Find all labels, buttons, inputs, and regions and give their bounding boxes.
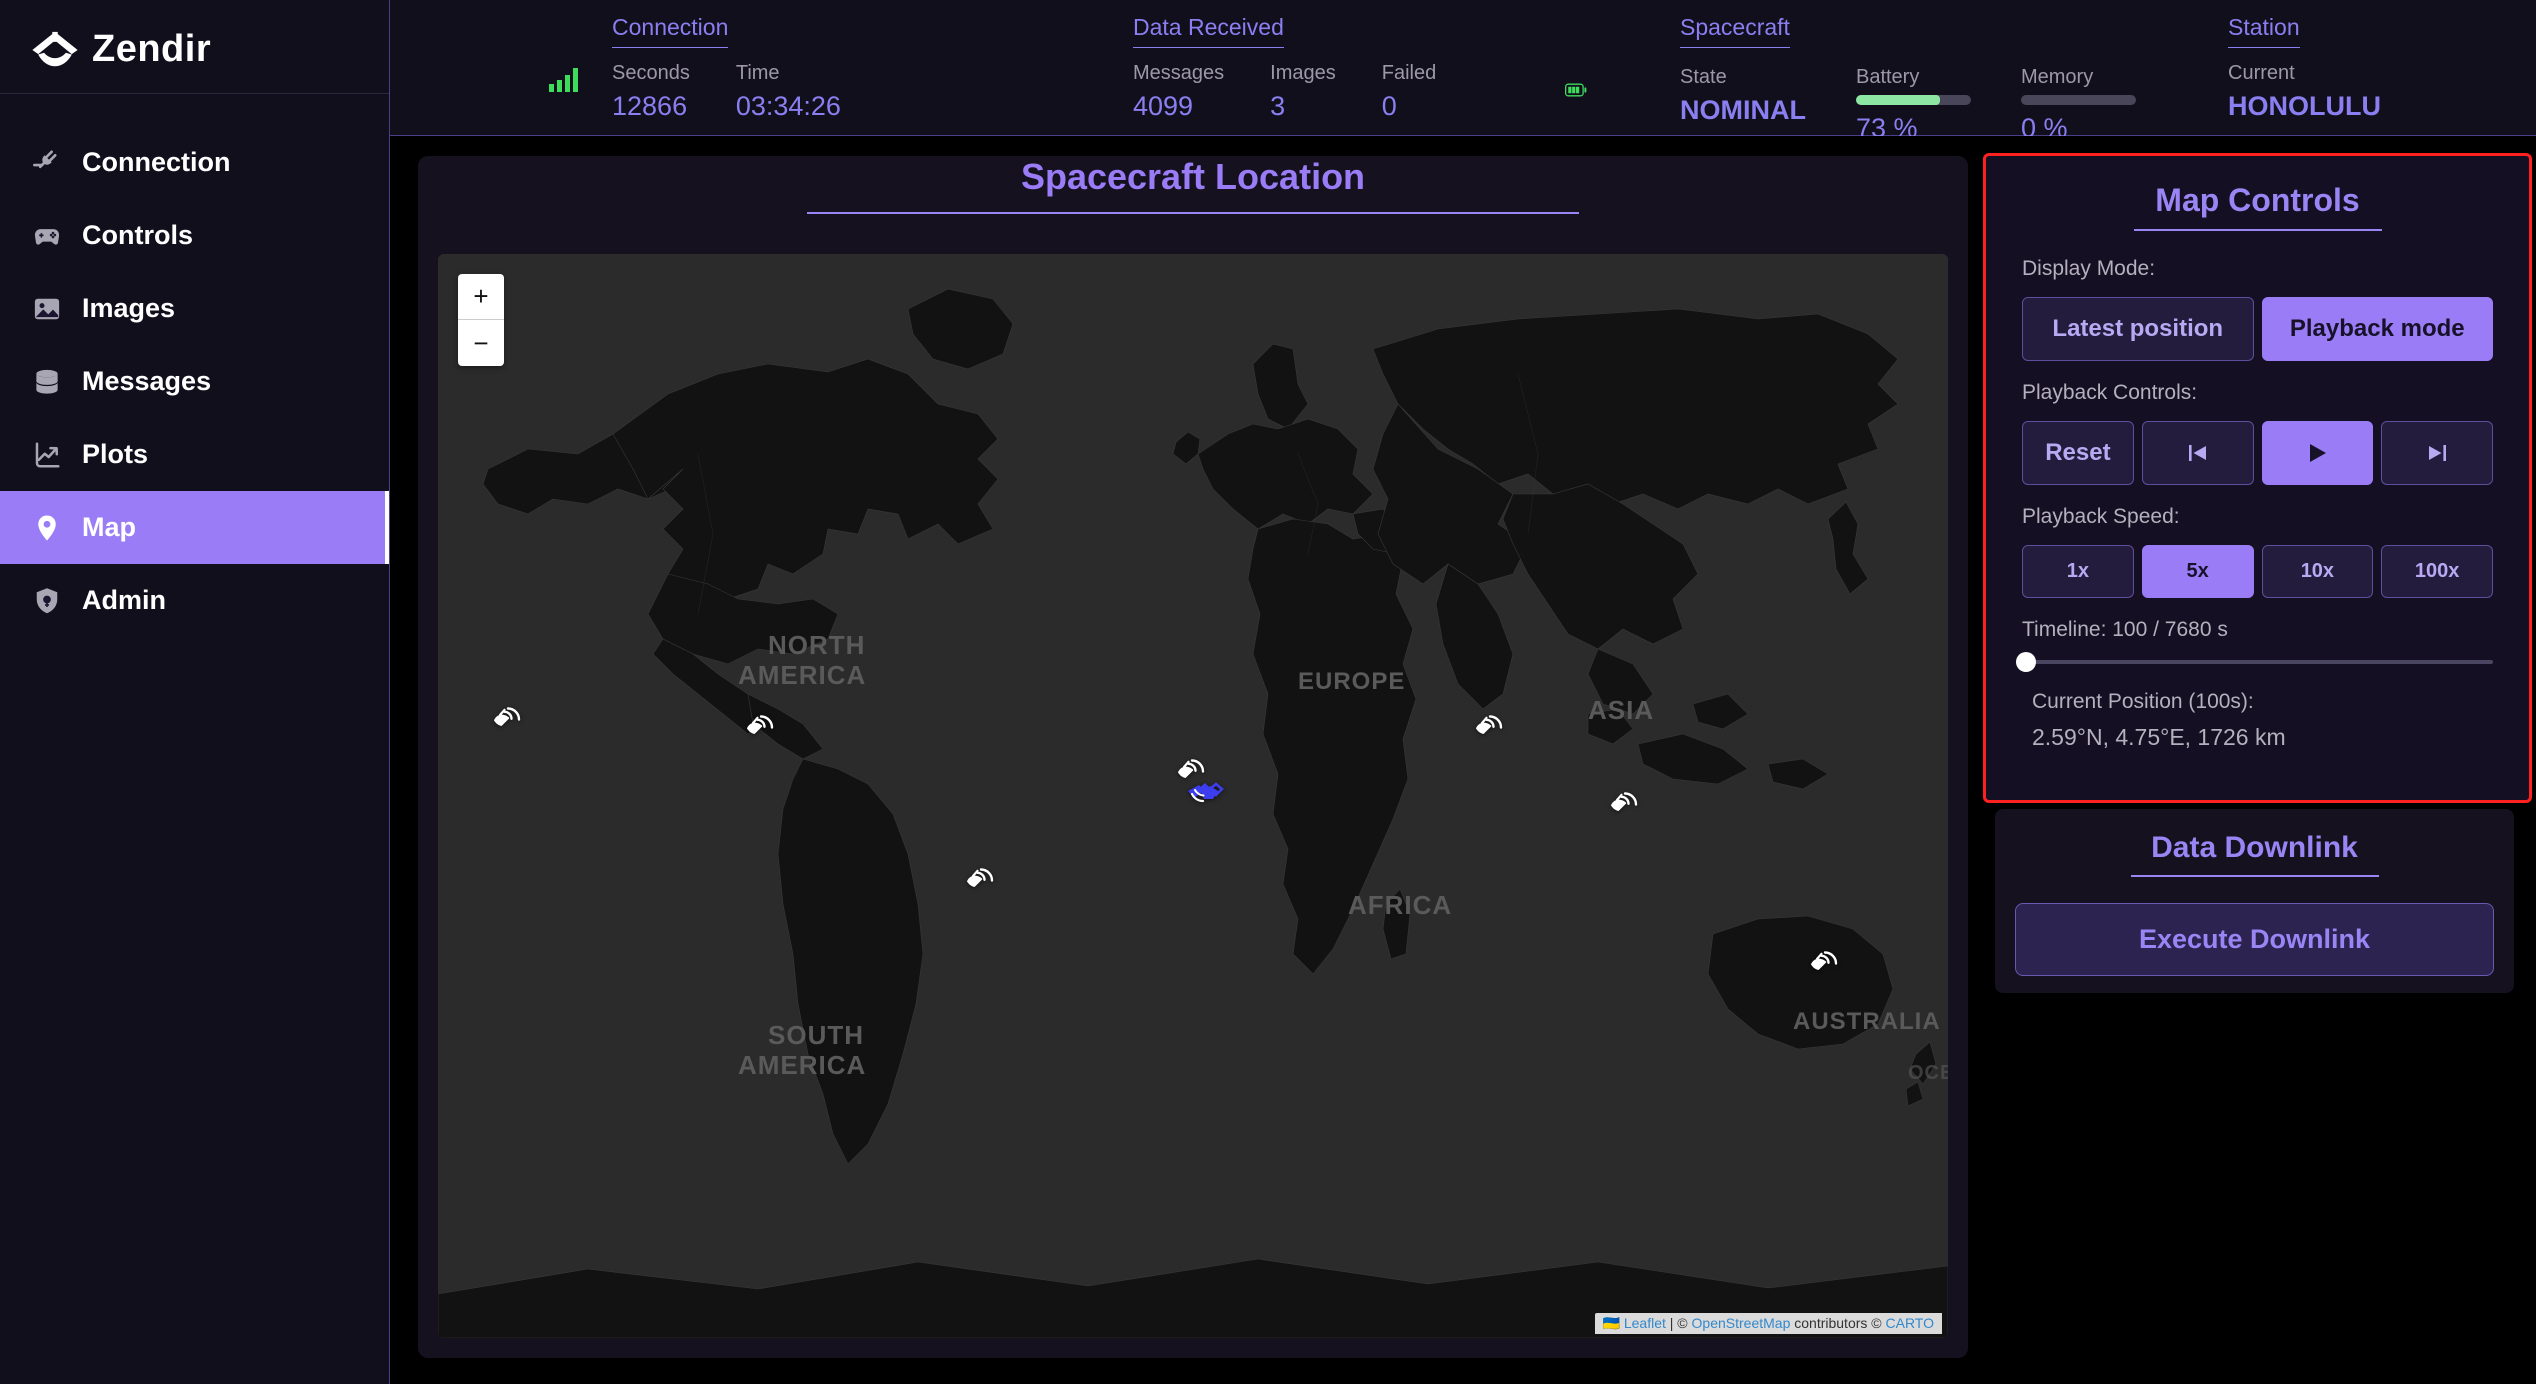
svg-text:ASIA: ASIA: [1588, 695, 1654, 725]
svg-text:AMERICA: AMERICA: [738, 660, 866, 690]
svg-text:EUROPE: EUROPE: [1298, 668, 1405, 695]
svg-text:SOUTH: SOUTH: [768, 1020, 864, 1050]
svg-text:AFRICA: AFRICA: [1348, 890, 1452, 920]
svg-text:AMERICA: AMERICA: [738, 1050, 866, 1080]
svg-text:NORTH: NORTH: [768, 630, 865, 660]
svg-text:AUSTRALIA: AUSTRALIA: [1793, 1008, 1941, 1035]
svg-text:OCEAN: OCEAN: [1908, 1062, 1948, 1084]
